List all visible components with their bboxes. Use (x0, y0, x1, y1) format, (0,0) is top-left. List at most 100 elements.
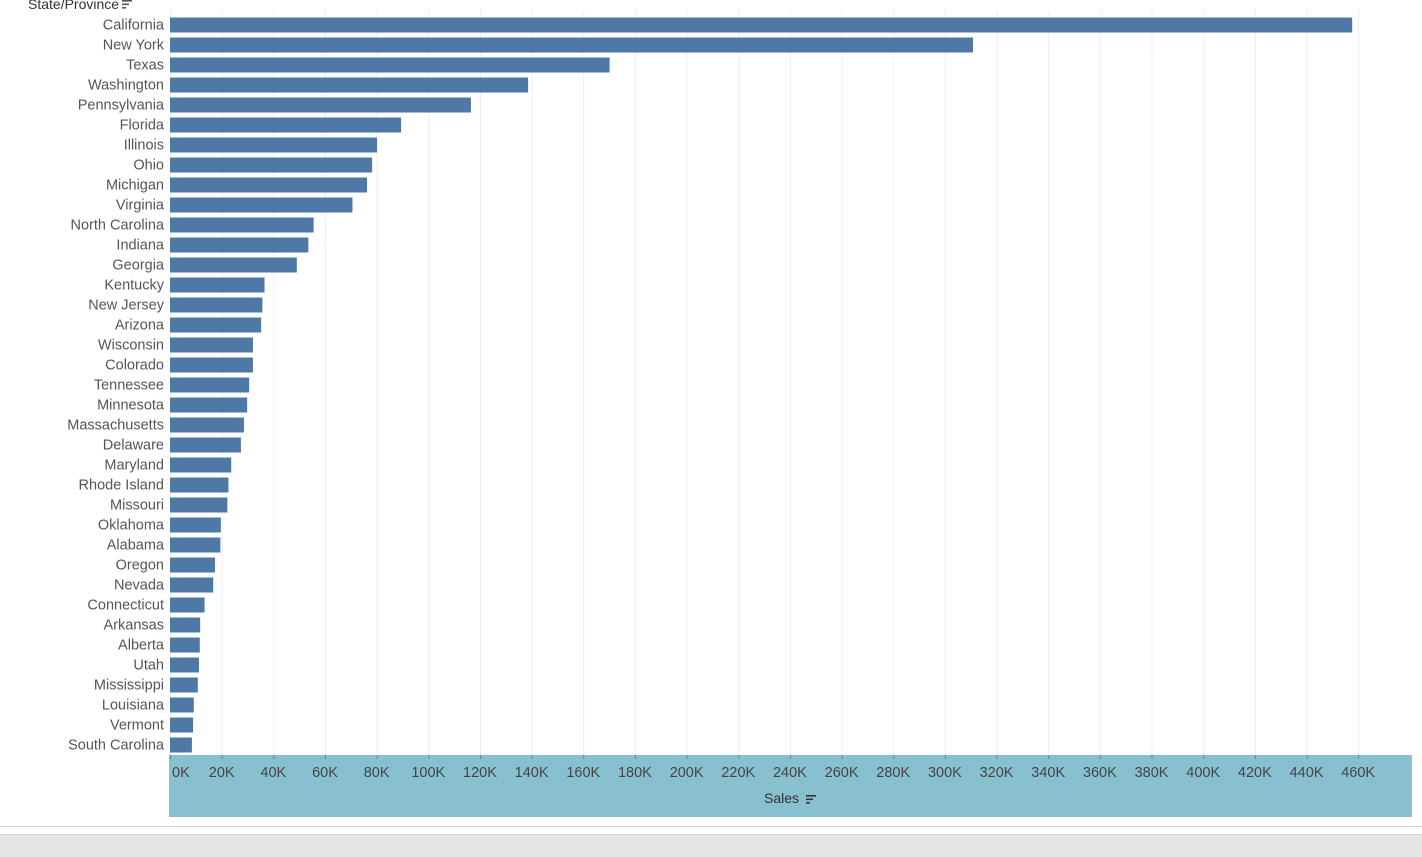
x-tick-label: 360K (1083, 765, 1117, 781)
x-axis-title-label: Sales (764, 790, 800, 806)
x-tick-label: 140K (515, 765, 549, 781)
bar-ohio[interactable] (170, 157, 373, 173)
category-label: Indiana (116, 238, 165, 254)
category-label: Illinois (124, 138, 164, 154)
x-tick-label: 260K (825, 765, 859, 781)
bar-oklahoma[interactable] (170, 517, 221, 533)
x-tick-label: 280K (876, 765, 910, 781)
category-label: Rhode Island (79, 478, 164, 494)
bar-virginia[interactable] (170, 197, 353, 213)
bar-illinois[interactable] (170, 137, 378, 153)
bar-north-carolina[interactable] (170, 217, 314, 233)
bar-arkansas[interactable] (170, 617, 201, 633)
category-label: New Jersey (88, 298, 164, 314)
category-label: Washington (88, 78, 164, 94)
x-tick-label: 120K (463, 765, 497, 781)
sort-descending-icon[interactable] (805, 794, 817, 805)
bar-michigan[interactable] (170, 177, 368, 193)
bar-delaware[interactable] (170, 437, 241, 453)
category-label: Oregon (116, 558, 164, 574)
category-label: Massachusetts (67, 418, 164, 434)
bar-louisiana[interactable] (170, 697, 194, 713)
x-tick-label: 380K (1135, 765, 1169, 781)
bar-rhode-island[interactable] (170, 477, 229, 493)
category-label: Mississippi (94, 678, 164, 694)
category-label: Arkansas (104, 618, 164, 634)
category-label: Oklahoma (98, 518, 165, 534)
bar-oregon[interactable] (170, 557, 216, 573)
bar-maryland[interactable] (170, 457, 232, 473)
bar-vermont[interactable] (170, 717, 194, 733)
bar-colorado[interactable] (170, 357, 253, 373)
bar-new-jersey[interactable] (170, 297, 263, 313)
bar-washington[interactable] (170, 77, 529, 93)
x-tick-label: 440K (1290, 765, 1324, 781)
category-label: Maryland (104, 458, 164, 474)
x-tick-label: 420K (1238, 765, 1272, 781)
bar-texas[interactable] (170, 57, 610, 73)
dimension-header-label: State/Province (28, 0, 120, 12)
category-label: Tennessee (94, 378, 164, 394)
category-label: Georgia (112, 258, 165, 274)
category-label: Delaware (103, 438, 164, 454)
x-tick-label: 160K (566, 765, 600, 781)
category-label: Colorado (105, 358, 164, 374)
x-tick-label: 240K (773, 765, 807, 781)
x-axis: 0K 20K 40K 60K 80K 100K 120K 140K 160K 180K 200K 22… (170, 755, 1375, 781)
category-label: California (103, 18, 165, 34)
category-label: Arizona (115, 318, 165, 334)
bar-utah[interactable] (170, 657, 199, 673)
x-tick-label: 220K (721, 765, 755, 781)
sort-descending-icon[interactable] (122, 0, 133, 10)
category-label: Vermont (110, 718, 164, 734)
status-bar (0, 834, 1422, 857)
category-label: Louisiana (102, 698, 165, 714)
bar-arizona[interactable] (170, 317, 262, 333)
bar-alberta[interactable] (170, 637, 200, 653)
bar-indiana[interactable] (170, 237, 309, 253)
category-label: Utah (133, 658, 164, 674)
dimension-header[interactable]: State/Province (28, 0, 133, 12)
bar-south-carolina[interactable] (170, 737, 192, 753)
x-tick-label: 200K (670, 765, 704, 781)
bar-california[interactable] (170, 17, 1353, 33)
category-label: Michigan (106, 178, 164, 194)
category-label: Alabama (107, 538, 165, 554)
x-tick-label: 80K (364, 765, 390, 781)
bar-alabama[interactable] (170, 537, 221, 553)
bar-georgia[interactable] (170, 257, 297, 273)
category-label: Virginia (116, 198, 165, 214)
bar-kentucky[interactable] (170, 277, 265, 293)
x-axis-band: 0K 20K 40K 60K 80K 100K 120K 140K 160K 180K 200K 22… (169, 755, 1412, 817)
x-tick-label: 300K (928, 765, 962, 781)
bar-florida[interactable] (170, 117, 402, 133)
category-label: Nevada (114, 578, 165, 594)
x-tick-label: 320K (980, 765, 1014, 781)
category-label: Minnesota (97, 398, 165, 414)
x-tick-label: 180K (618, 765, 652, 781)
bar-nevada[interactable] (170, 577, 214, 593)
category-label: Connecticut (87, 598, 164, 614)
bar-massachusetts[interactable] (170, 417, 244, 433)
bar-wisconsin[interactable] (170, 337, 253, 353)
category-label: Ohio (133, 158, 164, 174)
category-label: Kentucky (104, 278, 164, 294)
x-tick-label: 0K (172, 765, 190, 781)
footer-divider (0, 826, 1422, 827)
category-label: Florida (120, 118, 165, 134)
bar-minnesota[interactable] (170, 397, 248, 413)
x-tick-label: 460K (1341, 765, 1375, 781)
bar-mississippi[interactable] (170, 677, 198, 693)
category-label: New York (103, 38, 165, 54)
bar-missouri[interactable] (170, 497, 228, 513)
category-label: North Carolina (71, 218, 165, 234)
category-label: Wisconsin (98, 338, 164, 354)
bar-pennsylvania[interactable] (170, 97, 471, 113)
bar-new-york[interactable] (170, 37, 973, 53)
bar-tennessee[interactable] (170, 377, 250, 393)
bar-connecticut[interactable] (170, 597, 205, 613)
bar-chart: California New York Texas Washington Pennsyl… (67, 10, 1360, 755)
x-axis-title[interactable]: Sales (169, 790, 1412, 806)
category-label: Alberta (118, 638, 165, 654)
x-tick-label: 400K (1186, 765, 1220, 781)
